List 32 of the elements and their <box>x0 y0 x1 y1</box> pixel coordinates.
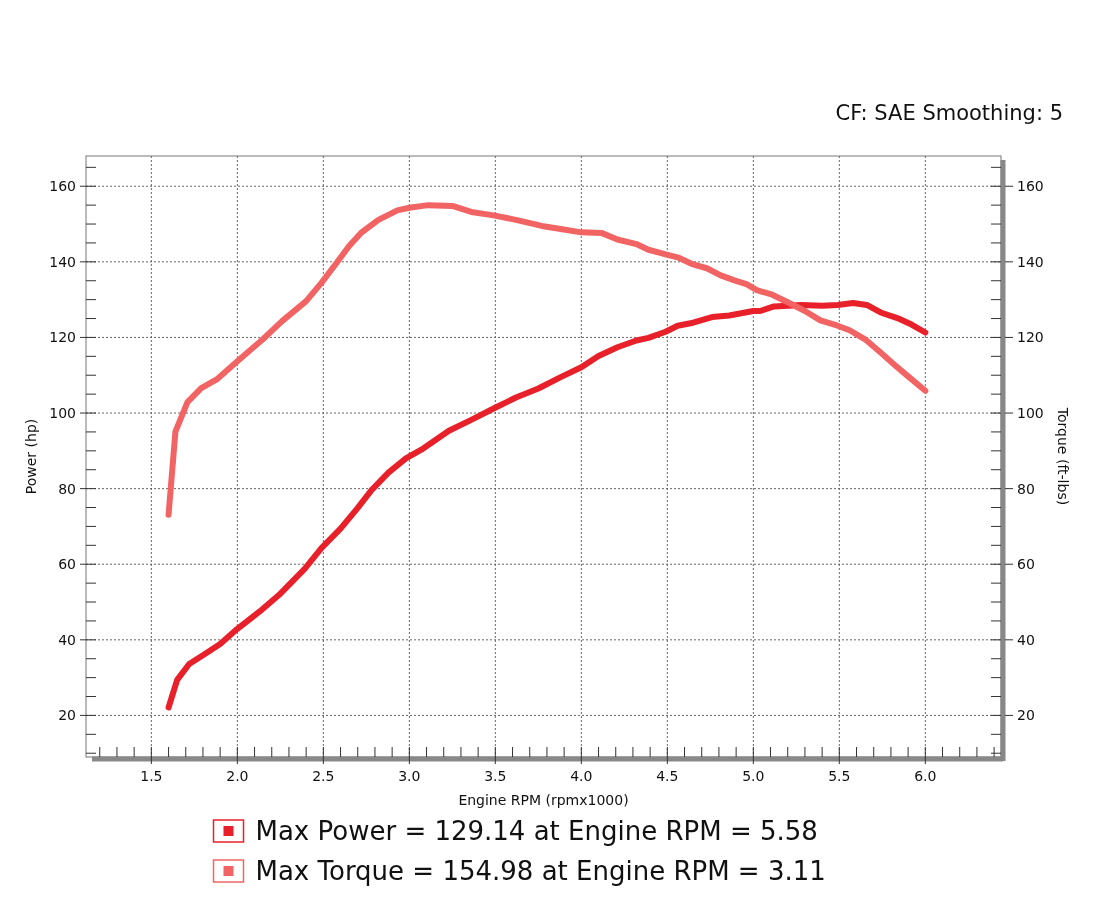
y-axis-title: Power (hp) <box>23 418 39 495</box>
x-tick-label: 6.0 <box>914 768 937 784</box>
x-axis-title: Engine RPM (rpmx1000) <box>458 792 629 808</box>
x-tick-label: 2.0 <box>226 768 249 784</box>
y-tick-label: 60 <box>58 556 76 573</box>
x-tick-label: 3.5 <box>484 768 507 784</box>
y2-tick-label: 140 <box>1017 253 1044 270</box>
y2-tick-label: 120 <box>1017 329 1044 346</box>
y-tick-label: 80 <box>58 480 76 497</box>
text: CF: SAE Smoothing: 5 <box>835 101 1063 125</box>
x-tick-label: 5.0 <box>742 768 765 784</box>
y2-tick-label: 100 <box>1017 404 1044 421</box>
y-tick-label: 160 <box>49 178 76 195</box>
y-tick-label: 100 <box>49 404 76 421</box>
y-tick-label: 40 <box>58 631 76 648</box>
y2-axis-title: Torque (ft-lbs) <box>1055 406 1071 506</box>
x-tick-label: 4.0 <box>570 768 593 784</box>
legend-label: Max Torque = 154.98 at Engine RPM = 3.11 <box>255 856 826 887</box>
y-tick-label: 140 <box>49 253 76 270</box>
x-tick-label: 5.5 <box>828 768 851 784</box>
x-tick-label: 2.5 <box>312 768 335 784</box>
y-tick-label: 120 <box>49 329 76 346</box>
y-tick-label: 20 <box>58 707 76 724</box>
y2-tick-label: 80 <box>1017 480 1035 497</box>
y2-tick-label: 160 <box>1017 178 1044 195</box>
x-tick-label: 1.5 <box>140 768 163 784</box>
x-tick-label: 3.0 <box>398 768 421 784</box>
legend-label: Max Power = 129.14 at Engine RPM = 5.58 <box>255 816 818 847</box>
x-tick-label: 4.5 <box>656 768 679 784</box>
y2-tick-label: 40 <box>1017 631 1035 648</box>
y2-tick-label: 60 <box>1017 556 1035 573</box>
y2-tick-label: 20 <box>1017 707 1035 724</box>
